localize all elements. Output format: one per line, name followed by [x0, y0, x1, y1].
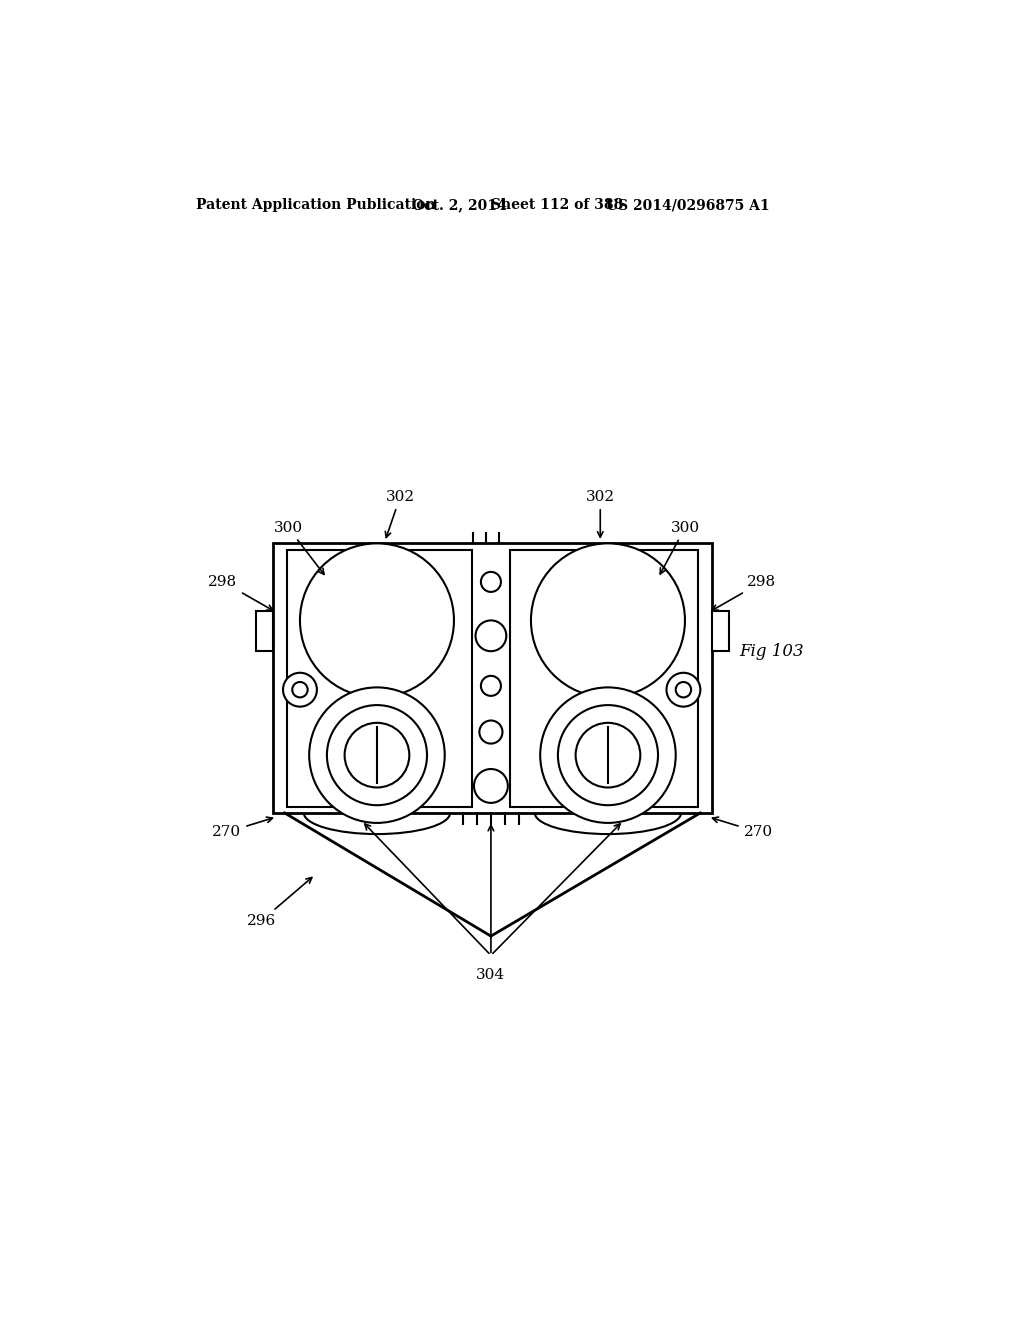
Text: 302: 302 [385, 490, 415, 537]
Circle shape [575, 723, 640, 788]
Circle shape [309, 688, 444, 822]
Text: 304: 304 [476, 968, 506, 982]
Text: 298: 298 [712, 576, 776, 610]
Circle shape [531, 544, 685, 697]
Circle shape [479, 721, 503, 743]
Circle shape [474, 770, 508, 803]
Bar [510, 549, 698, 807]
Text: 300: 300 [273, 521, 324, 574]
Text: 298: 298 [209, 576, 272, 610]
Circle shape [541, 688, 676, 822]
Bar [287, 549, 472, 807]
Circle shape [345, 723, 410, 788]
Text: US 2014/0296875 A1: US 2014/0296875 A1 [606, 198, 770, 213]
Bar [712, 611, 729, 651]
Bar [256, 611, 273, 651]
Circle shape [481, 676, 501, 696]
Circle shape [327, 705, 427, 805]
Text: Oct. 2, 2014: Oct. 2, 2014 [412, 198, 506, 213]
Circle shape [667, 673, 700, 706]
Circle shape [292, 682, 307, 697]
Text: Fig 103: Fig 103 [739, 643, 804, 660]
Bar [273, 544, 712, 813]
Circle shape [283, 673, 316, 706]
Circle shape [475, 620, 506, 651]
Circle shape [481, 572, 501, 591]
Circle shape [300, 544, 454, 697]
Text: 296: 296 [247, 878, 312, 928]
Text: 300: 300 [660, 521, 699, 574]
Text: 302: 302 [586, 490, 614, 537]
Text: 270: 270 [713, 817, 773, 840]
Circle shape [676, 682, 691, 697]
Text: Patent Application Publication: Patent Application Publication [196, 198, 435, 213]
Circle shape [558, 705, 658, 805]
Text: 270: 270 [212, 817, 272, 840]
Text: Sheet 112 of 388: Sheet 112 of 388 [490, 198, 623, 213]
